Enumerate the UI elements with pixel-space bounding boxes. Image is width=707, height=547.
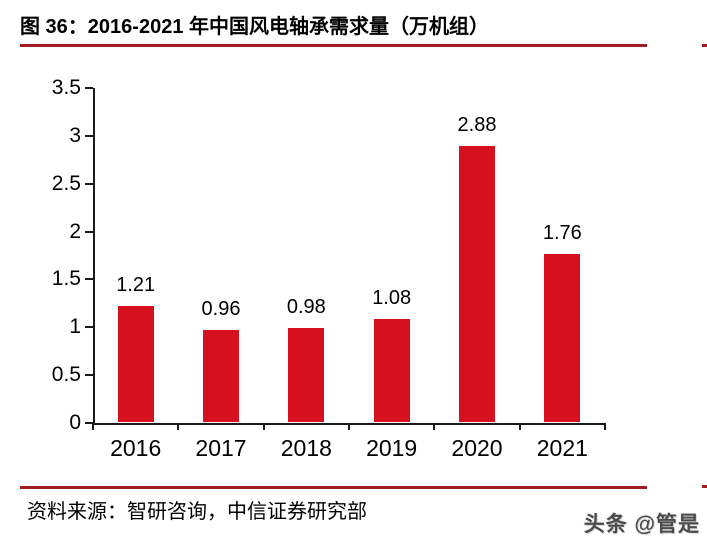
y-tick-label: 0.5 xyxy=(51,363,81,387)
y-tick xyxy=(85,87,93,89)
y-tick-label: 3.5 xyxy=(51,76,81,99)
source-note: 资料来源：智研咨询，中信证券研究部 xyxy=(27,501,367,523)
value-label-2017: 0.96 xyxy=(201,298,241,321)
figure-title: 图 36：2016-2021 年中国风电轴承需求量（万机组） xyxy=(20,16,490,38)
y-tick-label: 3 xyxy=(69,123,81,147)
y-tick xyxy=(85,134,93,137)
x-label-2018: 2018 xyxy=(280,435,332,461)
value-label-2019: 1.08 xyxy=(372,286,412,309)
x-label-2021: 2021 xyxy=(536,435,588,461)
y-tick xyxy=(85,230,93,233)
y-axis-line xyxy=(93,88,95,425)
y-tick xyxy=(85,326,93,329)
bar-2017 xyxy=(203,330,239,422)
bar-2019 xyxy=(373,318,410,422)
y-tick xyxy=(85,374,93,377)
y-tick xyxy=(85,182,93,185)
y-tick-label: 2 xyxy=(69,219,81,243)
y-tick-label: 1 xyxy=(69,315,81,339)
x-label-2016: 2016 xyxy=(110,435,162,461)
y-tick-label: 2.5 xyxy=(51,171,81,195)
x-label-2017: 2017 xyxy=(195,435,247,461)
value-label-2018: 0.98 xyxy=(286,296,326,319)
y-tick xyxy=(85,422,93,424)
footer-rule-fragment xyxy=(702,485,707,488)
x-tick xyxy=(177,423,180,430)
y-tick xyxy=(85,278,93,281)
x-label-2019: 2019 xyxy=(366,435,418,461)
y-tick-label: 1.5 xyxy=(51,267,81,291)
bar-2016 xyxy=(117,306,154,422)
value-label-2016: 1.21 xyxy=(116,274,156,297)
x-label-2020: 2020 xyxy=(451,435,503,461)
title-underline-fragment xyxy=(702,44,707,47)
x-tick xyxy=(262,423,265,430)
bar-2018 xyxy=(288,328,325,422)
footer-rule xyxy=(20,486,647,489)
bar-2020 xyxy=(459,146,495,422)
x-tick xyxy=(433,423,436,430)
x-tick xyxy=(604,423,606,430)
x-tick xyxy=(92,423,94,430)
value-label-2021: 1.76 xyxy=(542,221,582,244)
bar-2021 xyxy=(544,253,581,422)
y-tick-label: 0 xyxy=(69,411,81,434)
watermark: 头条 @管是 xyxy=(583,513,700,536)
title-underline xyxy=(20,44,647,47)
x-tick xyxy=(348,423,350,430)
x-axis-line xyxy=(93,423,605,425)
x-tick xyxy=(518,423,521,430)
plot-area: 0 0.5 1 1.5 2 2.5 3 3.5 1.21 2016 0.96 2017 0.98 2018… xyxy=(52,76,606,461)
value-label-2020: 2.88 xyxy=(457,114,497,137)
